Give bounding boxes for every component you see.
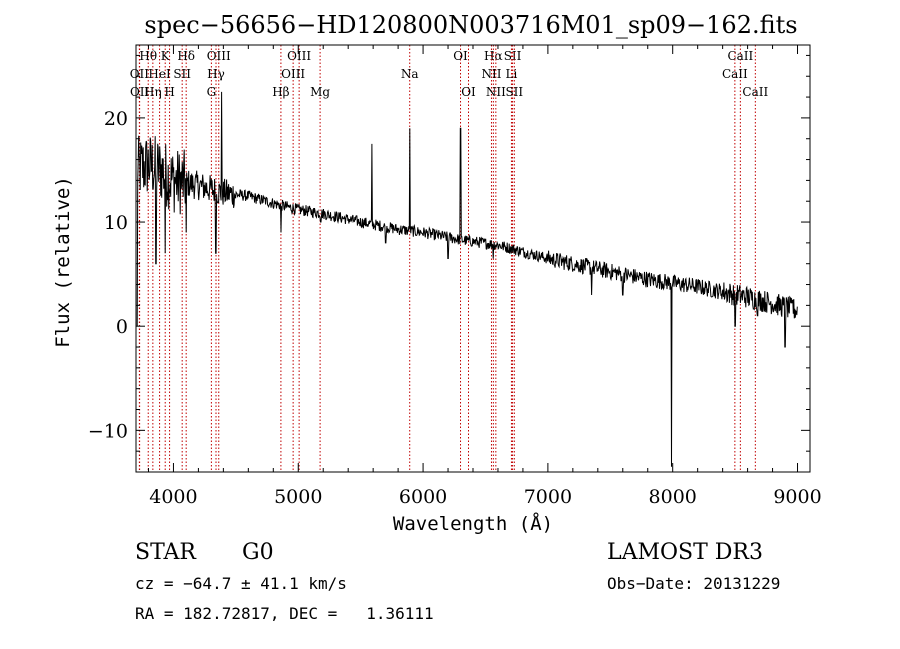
spectral-line-label: CaII [742,85,768,99]
spectral-line-label: OII [130,85,150,99]
spectral-line-label: SII [504,49,522,63]
spectral-line-label: CaII [727,49,753,63]
y-axis-label: Flux (relative) [52,176,74,348]
spectrum-line [136,91,798,467]
x-tick-label: 5000 [274,486,322,508]
y-tick-label: −10 [88,420,128,442]
spectral-line-label: OI [461,85,476,99]
spectrum-series [136,91,798,467]
object-class: STAR [135,540,196,565]
survey-label: LAMOST DR3 [607,540,763,565]
spectral-line-label: OIII [281,67,305,81]
spectral-line-label: Na [401,67,419,81]
spectral-line-label: Hθ [139,49,157,63]
spectral-line-label: CaII [722,67,748,81]
axis-ticks: 4000 5000 6000 7000 8000 9000 −10 0 10 20 [88,45,822,508]
spectral-line-label: Hγ [207,67,225,81]
coordinates: RA = 182.72817, DEC = 1.36111 [135,604,434,623]
spectral-line-label: OIII [207,49,231,63]
cz-value: cz = −64.7 ± 41.1 km/s [135,574,347,593]
spectral-line-label: SII [505,85,523,99]
spectral-line-label: Hη [144,85,162,99]
x-tick-label: 6000 [399,486,447,508]
spectral-line-label: NII [481,67,501,81]
x-tick-label: 9000 [773,486,821,508]
y-tick-label: 0 [116,316,128,338]
spectral-line-label: Hβ [272,85,289,99]
spectral-line-label: SII [173,67,191,81]
x-tick-label: 8000 [649,486,697,508]
chart-title: spec−56656−HD120800N003716M01_sp09−162.f… [144,11,797,39]
spectral-line-label: G [207,85,217,99]
spectral-line-label: Mg [310,85,330,99]
spectral-line-label: K [161,49,171,63]
spectral-line-label: OIII [287,49,311,63]
spectral-line-label: HeI [148,67,171,81]
spectral-line-label: Hδ [177,49,195,63]
x-axis-label: Wavelength (Å) [393,512,553,535]
spectral-line-label: OI [453,49,468,63]
x-tick-label: 4000 [149,486,197,508]
subclass: G0 [242,540,274,565]
x-tick-label: 7000 [524,486,572,508]
spectral-line-label: Hα [484,49,503,63]
spectral-line-label: H [164,85,174,99]
y-tick-label: 20 [104,108,128,130]
obs-date: Obs−Date: 20131229 [607,574,781,593]
y-tick-label: 10 [104,212,128,234]
spectral-line-label: NII [486,85,506,99]
plot-frame [135,44,811,473]
spectral-line-label: Li [506,67,518,81]
